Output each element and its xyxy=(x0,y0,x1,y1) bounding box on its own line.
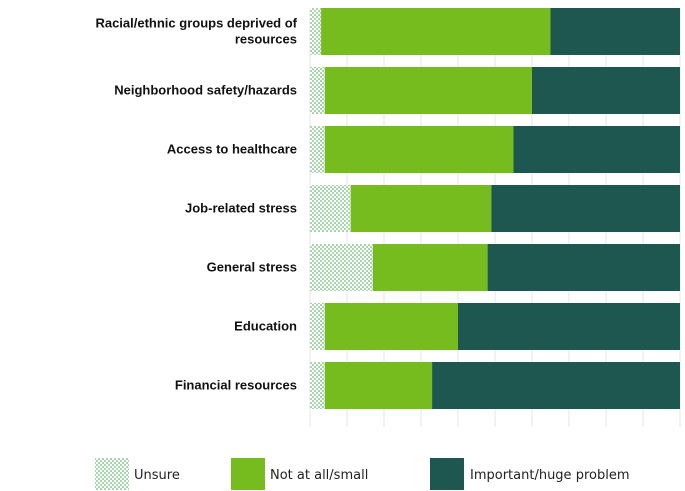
bar-not-at-all-small xyxy=(324,67,532,114)
bar-unsure xyxy=(310,126,325,173)
bar-unsure xyxy=(310,185,351,232)
bar-important-huge-problem xyxy=(432,362,680,409)
legend-swatch xyxy=(430,458,464,490)
legend-label: Not at all/small xyxy=(270,468,368,483)
bar-unsure xyxy=(310,67,325,114)
legend-label: Important/huge problem xyxy=(470,468,629,483)
legend-swatch xyxy=(231,458,265,490)
bar-important-huge-problem xyxy=(487,244,680,291)
bar-important-huge-problem xyxy=(532,67,680,114)
bar-unsure xyxy=(310,303,325,350)
bar-unsure xyxy=(310,8,322,55)
category-label: Financial resources xyxy=(175,378,297,393)
bar-not-at-all-small xyxy=(350,185,492,232)
bar-important-huge-problem xyxy=(491,185,680,232)
category-label: Neighborhood safety/hazards xyxy=(114,83,297,98)
bar-not-at-all-small xyxy=(372,244,488,291)
bar-unsure xyxy=(310,244,373,291)
bars xyxy=(310,8,680,409)
legend-swatch xyxy=(95,458,129,490)
bar-unsure xyxy=(310,362,325,409)
bar-important-huge-problem xyxy=(458,303,680,350)
bar-not-at-all-small xyxy=(324,362,433,409)
bar-not-at-all-small xyxy=(324,126,514,173)
bar-not-at-all-small xyxy=(321,8,551,55)
bar-not-at-all-small xyxy=(324,303,458,350)
legend-label: Unsure xyxy=(134,468,180,483)
category-label: General stress xyxy=(207,260,297,275)
category-label: Education xyxy=(234,319,297,334)
bar-important-huge-problem xyxy=(513,126,680,173)
bar-important-huge-problem xyxy=(550,8,680,55)
category-label: Racial/ethnic groups deprived of resource… xyxy=(95,16,297,47)
category-label: Job-related stress xyxy=(185,201,297,216)
legend: Unsure Not at all/small Important/huge pro… xyxy=(95,458,629,490)
category-label: Access to healthcare xyxy=(167,142,297,157)
category-labels: Racial/ethnic groups deprived of resource… xyxy=(95,16,297,393)
